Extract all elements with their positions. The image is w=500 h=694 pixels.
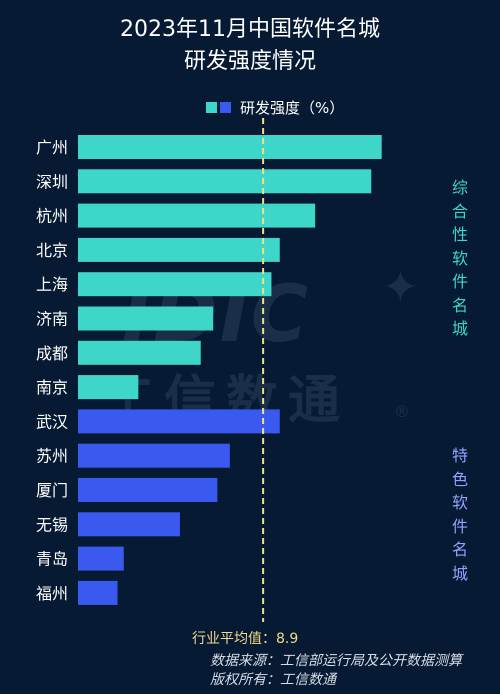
chart-title-line-2: 研发强度情况 [183, 49, 316, 74]
legend: 研发强度（%） [206, 98, 345, 117]
bar-4 [78, 237, 280, 262]
category-label-7: 成都 [36, 344, 68, 363]
legend-label: 研发强度（%） [240, 98, 345, 117]
chart-title: 2023年11月中国软件名城 研发强度情况 [0, 14, 500, 78]
category-label-3: 杭州 [36, 207, 68, 226]
average-note: 行业平均值：8.9 [192, 631, 299, 647]
copyright-line: 版权所有：工信数通 [210, 672, 336, 688]
bar-6 [78, 306, 214, 331]
category-label-2: 深圳 [36, 172, 68, 191]
bar-1 [78, 135, 382, 159]
bar-10 [78, 443, 230, 468]
bar-3 [78, 203, 316, 228]
legend-swatch-specialty [220, 101, 231, 113]
chart-title-line-1: 2023年11月中国软件名城 [120, 17, 380, 42]
source-line: 数据来源：工信部运行局及公开数据测算 [210, 653, 462, 669]
bar-11 [78, 478, 218, 502]
category-label-4: 北京 [36, 241, 68, 260]
category-label-10: 苏州 [36, 447, 68, 466]
category-label-12: 无锡 [36, 515, 68, 534]
category-label-8: 南京 [36, 378, 68, 397]
category-label-1: 广州 [36, 138, 68, 157]
group-label-comprehensive: 综合性软件名城 [451, 178, 468, 338]
bar-8 [78, 375, 139, 400]
bar-12 [78, 512, 180, 537]
bar-9 [78, 409, 280, 434]
group-label-specialty: 特色软件名城 [451, 446, 468, 583]
legend-swatch-comprehensive [206, 101, 217, 113]
category-label-13: 青岛 [36, 550, 68, 569]
bar-2 [78, 169, 372, 194]
category-label-9: 武汉 [36, 412, 68, 431]
category-label-14: 福州 [36, 584, 68, 603]
bar-14 [78, 580, 118, 605]
bar-5 [78, 272, 272, 297]
source-note: 数据来源：工信部运行局及公开数据测算 版权所有：工信数通 [210, 652, 462, 690]
category-label-6: 济南 [36, 310, 68, 329]
category-label-11: 厦门 [36, 481, 68, 500]
bar-13 [78, 546, 124, 571]
category-label-5: 上海 [36, 275, 68, 294]
bar-7 [78, 340, 201, 365]
